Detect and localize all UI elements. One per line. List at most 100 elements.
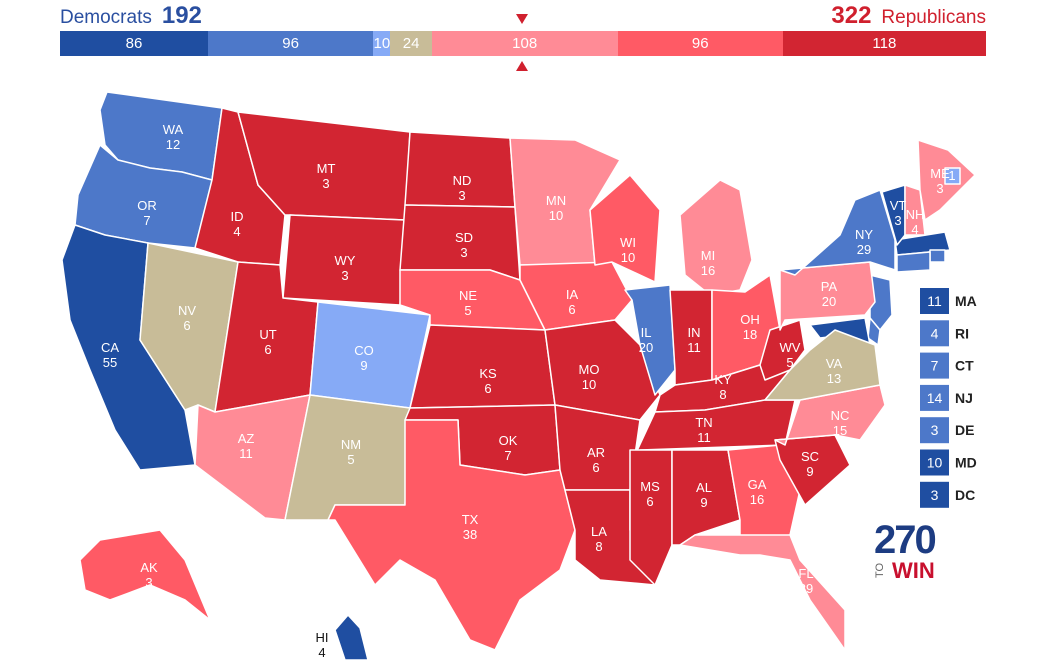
state-il[interactable] xyxy=(624,284,676,396)
state-label-ia: IA 6 xyxy=(566,287,579,317)
small-state-box[interactable] xyxy=(920,417,949,444)
state-abbr: HI xyxy=(316,630,329,645)
state-label-tx: TX 38 xyxy=(462,512,479,542)
state-label-hi: HI 4 xyxy=(316,630,329,660)
state-abbr: NC xyxy=(831,408,850,423)
state-abbr: TX xyxy=(462,512,479,527)
state-label-oh: OH 18 xyxy=(740,312,760,342)
state-ct[interactable] xyxy=(896,251,931,273)
state-nh[interactable] xyxy=(904,184,926,236)
state-ri[interactable] xyxy=(929,249,946,263)
state-ms[interactable] xyxy=(629,449,673,586)
small-state-ct[interactable]: 7 CT xyxy=(920,352,974,379)
bar-segment-lean-rep[interactable]: 108 xyxy=(431,31,618,56)
small-state-dc[interactable]: 3 DC xyxy=(920,481,975,508)
state-tx[interactable] xyxy=(327,419,576,651)
state-ev: 6 xyxy=(183,318,190,333)
270towin-logo: 270 TO WIN xyxy=(874,518,944,583)
state-abbr: WA xyxy=(163,122,184,137)
state-label-nv: NV 6 xyxy=(178,303,196,333)
bar-segment-lean-dem[interactable]: 10 xyxy=(373,31,391,56)
state-label-sc: SC 9 xyxy=(801,449,819,479)
state-abbr: FL xyxy=(798,566,813,581)
small-state-ev: 3 xyxy=(931,487,939,503)
logo-win: WIN xyxy=(892,558,935,583)
state-abbr: AZ xyxy=(238,431,255,446)
state-label-me-cd: 1 xyxy=(948,168,955,183)
small-state-md[interactable]: 10 MD xyxy=(920,449,977,476)
small-state-box[interactable] xyxy=(920,449,949,476)
small-state-de[interactable]: 3 DE xyxy=(920,417,974,444)
state-ev: 15 xyxy=(833,423,847,438)
democrats-label: Democrats xyxy=(60,7,152,28)
bar-segment-safe-rep[interactable]: 118 xyxy=(782,31,986,56)
small-state-abbr: CT xyxy=(955,358,974,374)
state-nj[interactable] xyxy=(869,274,893,331)
small-state-box[interactable] xyxy=(920,288,949,314)
small-state-box[interactable] xyxy=(920,481,949,508)
democrats-total: Democrats 192 xyxy=(60,2,202,30)
state-hi[interactable] xyxy=(334,614,369,661)
state-ny[interactable] xyxy=(779,189,896,276)
state-label-tn: TN 11 xyxy=(695,415,712,445)
state-label-wa: WA 12 xyxy=(163,122,184,152)
small-state-box[interactable] xyxy=(920,384,949,411)
state-label-nm: NM 5 xyxy=(341,437,361,467)
state-label-va: VA 13 xyxy=(826,356,843,386)
state-de[interactable] xyxy=(867,317,881,346)
small-state-nj[interactable]: 14 NJ xyxy=(920,384,973,411)
state-ev: 20 xyxy=(639,340,653,355)
bar-segment-tossup[interactable]: 24 xyxy=(390,31,432,56)
state-abbr: AR xyxy=(587,445,605,460)
small-state-abbr: MD xyxy=(955,455,977,471)
state-ev: 13 xyxy=(827,371,841,386)
state-ev: 29 xyxy=(857,242,871,257)
small-state-ma[interactable]: 11 MA xyxy=(920,288,977,314)
state-ev: 38 xyxy=(463,527,477,542)
bar-segment-safe-dem[interactable]: 86 xyxy=(60,31,209,56)
state-ev: 6 xyxy=(484,381,491,396)
state-wv[interactable] xyxy=(759,319,806,381)
state-ev: 55 xyxy=(103,355,117,370)
logo-number: 270 xyxy=(874,518,937,562)
state-abbr: MI xyxy=(701,248,715,263)
state-ev: 4 xyxy=(233,224,240,239)
small-state-box[interactable] xyxy=(920,320,949,347)
state-abbr: CO xyxy=(354,343,374,358)
state-abbr: WY xyxy=(335,253,356,268)
republicans-total: 322 Republicans xyxy=(831,2,986,30)
state-abbr: MS xyxy=(640,479,660,494)
state-ev: 6 xyxy=(568,302,575,317)
state-abbr: SC xyxy=(801,449,819,464)
small-state-abbr: NJ xyxy=(955,390,973,406)
state-abbr: MT xyxy=(317,161,336,176)
small-state-ri[interactable]: 4 RI xyxy=(920,320,969,347)
state-label-id: ID 4 xyxy=(231,209,244,239)
state-abbr: IL xyxy=(641,325,652,340)
bar-segment-likely-rep[interactable]: 96 xyxy=(617,31,783,56)
state-label-mt: MT 3 xyxy=(317,161,336,191)
state-abbr: NE xyxy=(459,288,477,303)
state-fl[interactable] xyxy=(679,534,846,651)
state-abbr: IN xyxy=(688,325,701,340)
state-ev: 4 xyxy=(911,222,918,237)
state-abbr: AK xyxy=(140,560,158,575)
state-ca[interactable] xyxy=(61,224,196,471)
state-label-mo: MO 10 xyxy=(579,362,600,392)
small-state-ev: 7 xyxy=(931,358,939,374)
state-label-la: LA 8 xyxy=(591,524,607,554)
state-mi[interactable] xyxy=(679,179,753,296)
state-ev: 10 xyxy=(582,377,596,392)
state-abbr: AL xyxy=(696,480,712,495)
state-ev: 3 xyxy=(936,181,943,196)
state-abbr: ND xyxy=(453,173,472,188)
small-state-box[interactable] xyxy=(920,352,949,379)
state-me-cd[interactable] xyxy=(944,167,961,185)
small-state-abbr: DC xyxy=(955,487,975,503)
bar-segment-likely-dem[interactable]: 96 xyxy=(208,31,374,56)
state-label-ga: GA 16 xyxy=(748,477,767,507)
state-ev: 8 xyxy=(719,387,726,402)
state-wi[interactable] xyxy=(589,174,661,283)
state-ev: 9 xyxy=(806,464,813,479)
state-ak[interactable] xyxy=(79,529,211,621)
